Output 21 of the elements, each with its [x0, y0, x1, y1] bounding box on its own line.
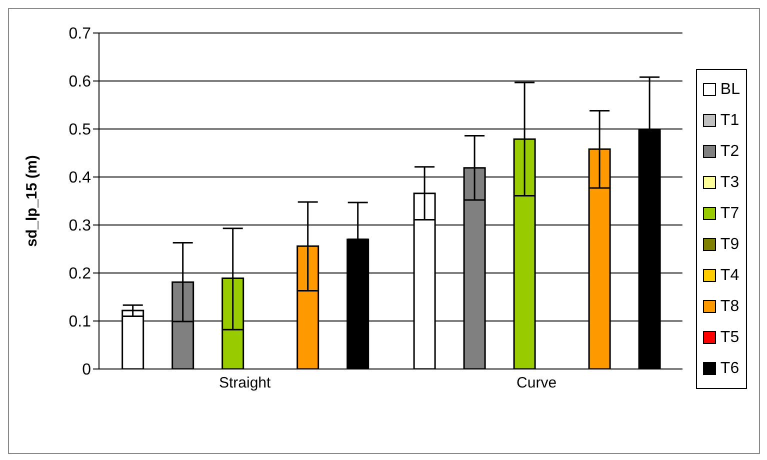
legend-label: T9: [720, 236, 740, 254]
y-tick-label: 0.6: [68, 74, 92, 91]
y-tick-label: 0.5: [68, 122, 92, 139]
legend-label: T1: [720, 112, 740, 130]
legend-label: T7: [720, 204, 740, 222]
legend-label: T4: [720, 266, 740, 284]
legend-label: T3: [720, 174, 740, 192]
x-tick-label: Curve: [516, 374, 557, 392]
x-tick-label: Straight: [219, 374, 272, 392]
legend-label: T8: [720, 298, 740, 316]
legend-label: BL: [720, 80, 740, 98]
legend-label: T6: [720, 360, 740, 378]
y-tick-label: 0: [82, 362, 92, 379]
legend-label: T5: [720, 328, 740, 346]
y-tick-label: 0.4: [68, 170, 92, 187]
legend-label: T2: [720, 142, 740, 160]
y-tick-label: 0.2: [68, 266, 92, 283]
y-tick-label: 0.3: [68, 218, 92, 235]
y-tick-label: 0.1: [68, 314, 92, 331]
y-axis-title: sd_lp_15 (m): [23, 155, 40, 247]
y-tick-label: 0.7: [68, 26, 92, 43]
